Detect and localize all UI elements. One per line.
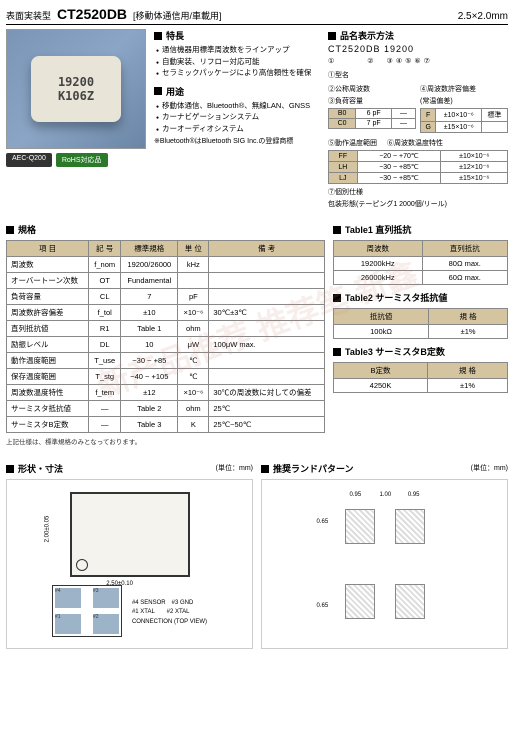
pin1-mark [76, 559, 88, 571]
table2-title: Table2 サーミスタ抵抗値 [345, 291, 447, 304]
features-title: 特長 [166, 29, 184, 42]
cap-table: B06 pF— C07 pF— [328, 108, 416, 129]
spec-footnote: 上記仕様は、標準規格のみとなっております。 [6, 436, 325, 446]
tol-table: F±10×10⁻⁶標準 G±15×10⁻⁶ [420, 108, 508, 133]
hdr-type: 表面実装型 [6, 9, 51, 22]
land-drawing: 0.95 1.00 0.95 0.65 0.65 [261, 479, 508, 649]
hdr-sub: [移動体通信用/車載用] [133, 9, 222, 22]
use-item: カーオーディオシステム [156, 123, 320, 135]
shape-unit: (単位：mm) [216, 463, 253, 473]
table1-title: Table1 直列抵抗 [345, 223, 411, 236]
lbl-tol: ④周波数許容偏差 [420, 84, 508, 94]
table1: 周波数直列抵抗 19200kHz80Ω max. 26000kHz60Ω max… [333, 240, 508, 285]
badge-rohs: RoHS対応品 [56, 153, 108, 167]
uses-list: 移動体通信、Bluetooth®、無線LAN、GNSS カーナビゲーションシステ… [154, 100, 320, 135]
op-table: FF−20 ~ +70℃±10×10⁻⁶ LH−30 ~ +85℃±12×10⁻… [328, 150, 508, 184]
feature-item: 自動実装、リフロー対応可能 [156, 56, 320, 68]
use-item: カーナビゲーションシステム [156, 111, 320, 123]
chip-line2: K106Z [58, 89, 94, 103]
top-outline: 2.50±0.10 2.00±0.05 [70, 492, 190, 577]
shape-title: 形状・寸法 [18, 462, 63, 475]
feature-item: セラミックパッケージにより高信頼性を確保 [156, 67, 320, 79]
lbl-temp: (常温偏差) [420, 96, 508, 106]
table3: B定数規 格 4250K±1% [333, 362, 508, 393]
lbl-pack: 包装形態(テーピング1 2000個/リール) [328, 199, 508, 209]
badge-aec: AEC-Q200 [6, 153, 52, 167]
lbl-type: ①型名 [328, 70, 508, 80]
spec-title: 規格 [18, 223, 36, 236]
land-unit: (単位：mm) [471, 463, 508, 473]
bt-note: ※Bluetooth®はBluetooth SIG Inc.の登録商標 [154, 136, 320, 146]
naming-code: CT2520DB 19200 [328, 44, 508, 54]
spec-table: 項 目記 号標準規格単 位備 考 周波数f_nom19200/26000kHz … [6, 240, 325, 433]
naming-title: 品名表示方法 [340, 29, 394, 42]
table2: 抵抗値規 格 100kΩ±1% [333, 308, 508, 339]
features-block: 特長 通信機器用標準周波数をラインアップ 自動実装、リフロー対応可能 セラミック… [154, 29, 320, 211]
use-item: 移動体通信、Bluetooth®、無線LAN、GNSS [156, 100, 320, 112]
uses-title: 用途 [166, 85, 184, 98]
hdr-model: CT2520DB [57, 6, 127, 22]
naming-block: 品名表示方法 CT2520DB 19200 ① ② ③④⑤⑥⑦ ①型名 ②公称周… [328, 29, 508, 211]
hdr-dim: 2.5×2.0mm [458, 11, 508, 22]
lbl-indiv: ⑦個別仕様 [328, 187, 508, 197]
shape-drawing: 2.50±0.10 2.00±0.05 #1 #2 #3 #4 #4 SENSO… [6, 479, 253, 649]
features-list: 通信機器用標準周波数をラインアップ 自動実装、リフロー対応可能 セラミックパッケ… [154, 44, 320, 79]
land-title: 推奨ランドパターン [273, 462, 354, 475]
photo-block: 19200 K106Z AEC-Q200 RoHS対応品 [6, 29, 146, 211]
feature-item: 通信機器用標準周波数をラインアップ [156, 44, 320, 56]
header: 表面実装型 CT2520DB [移動体通信用/車載用] 2.5×2.0mm [6, 6, 508, 25]
lbl-cap: ③負荷容量 [328, 96, 416, 106]
bottom-view: #1 #2 #3 #4 [52, 585, 122, 637]
chip-line1: 19200 [58, 75, 94, 89]
table3-title: Table3 サーミスタB定数 [345, 345, 445, 358]
naming-nums: ① ② ③④⑤⑥⑦ [328, 56, 508, 66]
product-photo: 19200 K106Z [6, 29, 146, 149]
chip: 19200 K106Z [31, 56, 121, 122]
land-pattern: 0.95 1.00 0.95 0.65 0.65 [335, 494, 435, 634]
lbl-freq: ②公称周波数 [328, 84, 416, 94]
